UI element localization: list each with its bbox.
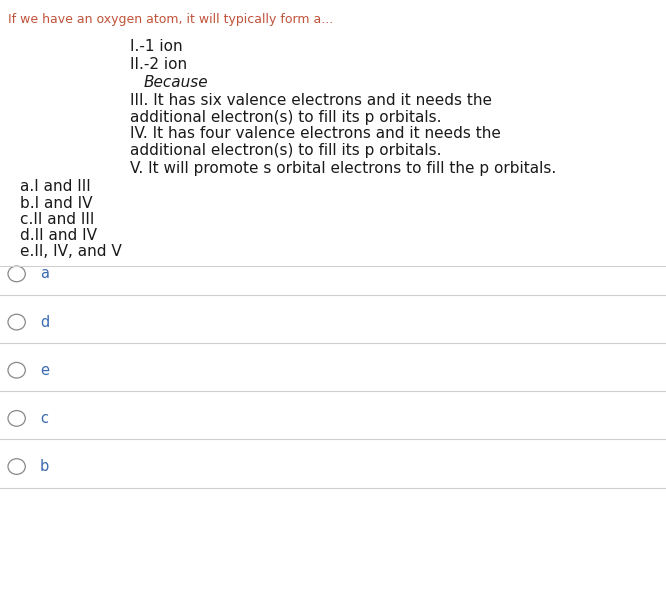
Text: b: b bbox=[40, 459, 49, 474]
Text: e: e bbox=[40, 363, 49, 377]
Text: d.II and IV: d.II and IV bbox=[20, 228, 97, 243]
Text: a.I and III: a.I and III bbox=[20, 179, 91, 194]
Text: c: c bbox=[40, 411, 48, 426]
Text: If we have an oxygen atom, it will typically form a...: If we have an oxygen atom, it will typic… bbox=[8, 13, 333, 26]
Text: additional electron(s) to fill its p orbitals.: additional electron(s) to fill its p orb… bbox=[130, 110, 442, 125]
Text: IV. It has four valence electrons and it needs the: IV. It has four valence electrons and it… bbox=[130, 126, 501, 141]
Text: c.II and III: c.II and III bbox=[20, 212, 95, 227]
Text: I.-1 ion: I.-1 ion bbox=[130, 39, 182, 54]
Text: e.II, IV, and V: e.II, IV, and V bbox=[20, 244, 122, 259]
Text: III. It has six valence electrons and it needs the: III. It has six valence electrons and it… bbox=[130, 93, 492, 108]
Text: a: a bbox=[40, 267, 49, 281]
Text: b.I and IV: b.I and IV bbox=[20, 196, 93, 211]
Text: V. It will promote s orbital electrons to fill the p orbitals.: V. It will promote s orbital electrons t… bbox=[130, 161, 556, 176]
Text: II.-2 ion: II.-2 ion bbox=[130, 57, 187, 72]
Text: Because: Because bbox=[143, 75, 208, 90]
Text: d: d bbox=[40, 315, 49, 329]
Text: additional electron(s) to fill its p orbitals.: additional electron(s) to fill its p orb… bbox=[130, 143, 442, 158]
